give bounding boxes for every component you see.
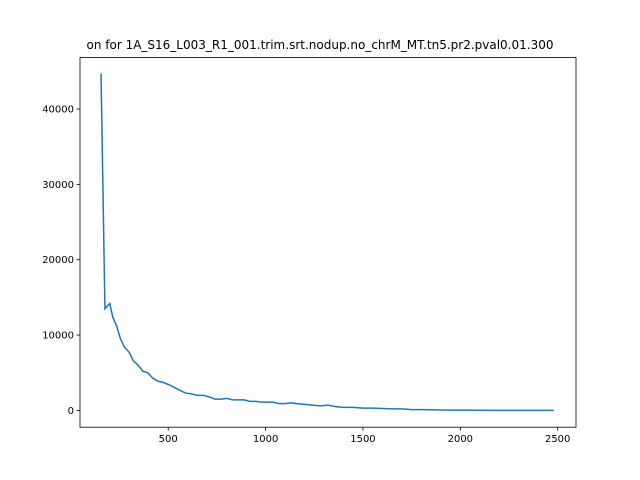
y-tick-label: 0 [68, 406, 74, 417]
x-tick-label: 2500 [545, 434, 570, 445]
x-tick-label: 500 [159, 434, 178, 445]
chart-title: on for 1A_S16_L003_R1_001.trim.srt.nodup… [87, 38, 554, 52]
plot-frame [79, 57, 577, 428]
y-tick-label: 30000 [42, 180, 74, 191]
y-tick-label: 20000 [42, 255, 74, 266]
y-tick-label: 40000 [42, 105, 74, 116]
x-tick-label: 1000 [253, 434, 278, 445]
x-tick-label: 1500 [350, 434, 375, 445]
line-series [100, 73, 554, 412]
x-tick-label: 2000 [448, 434, 473, 445]
y-tick-label: 10000 [42, 331, 74, 342]
